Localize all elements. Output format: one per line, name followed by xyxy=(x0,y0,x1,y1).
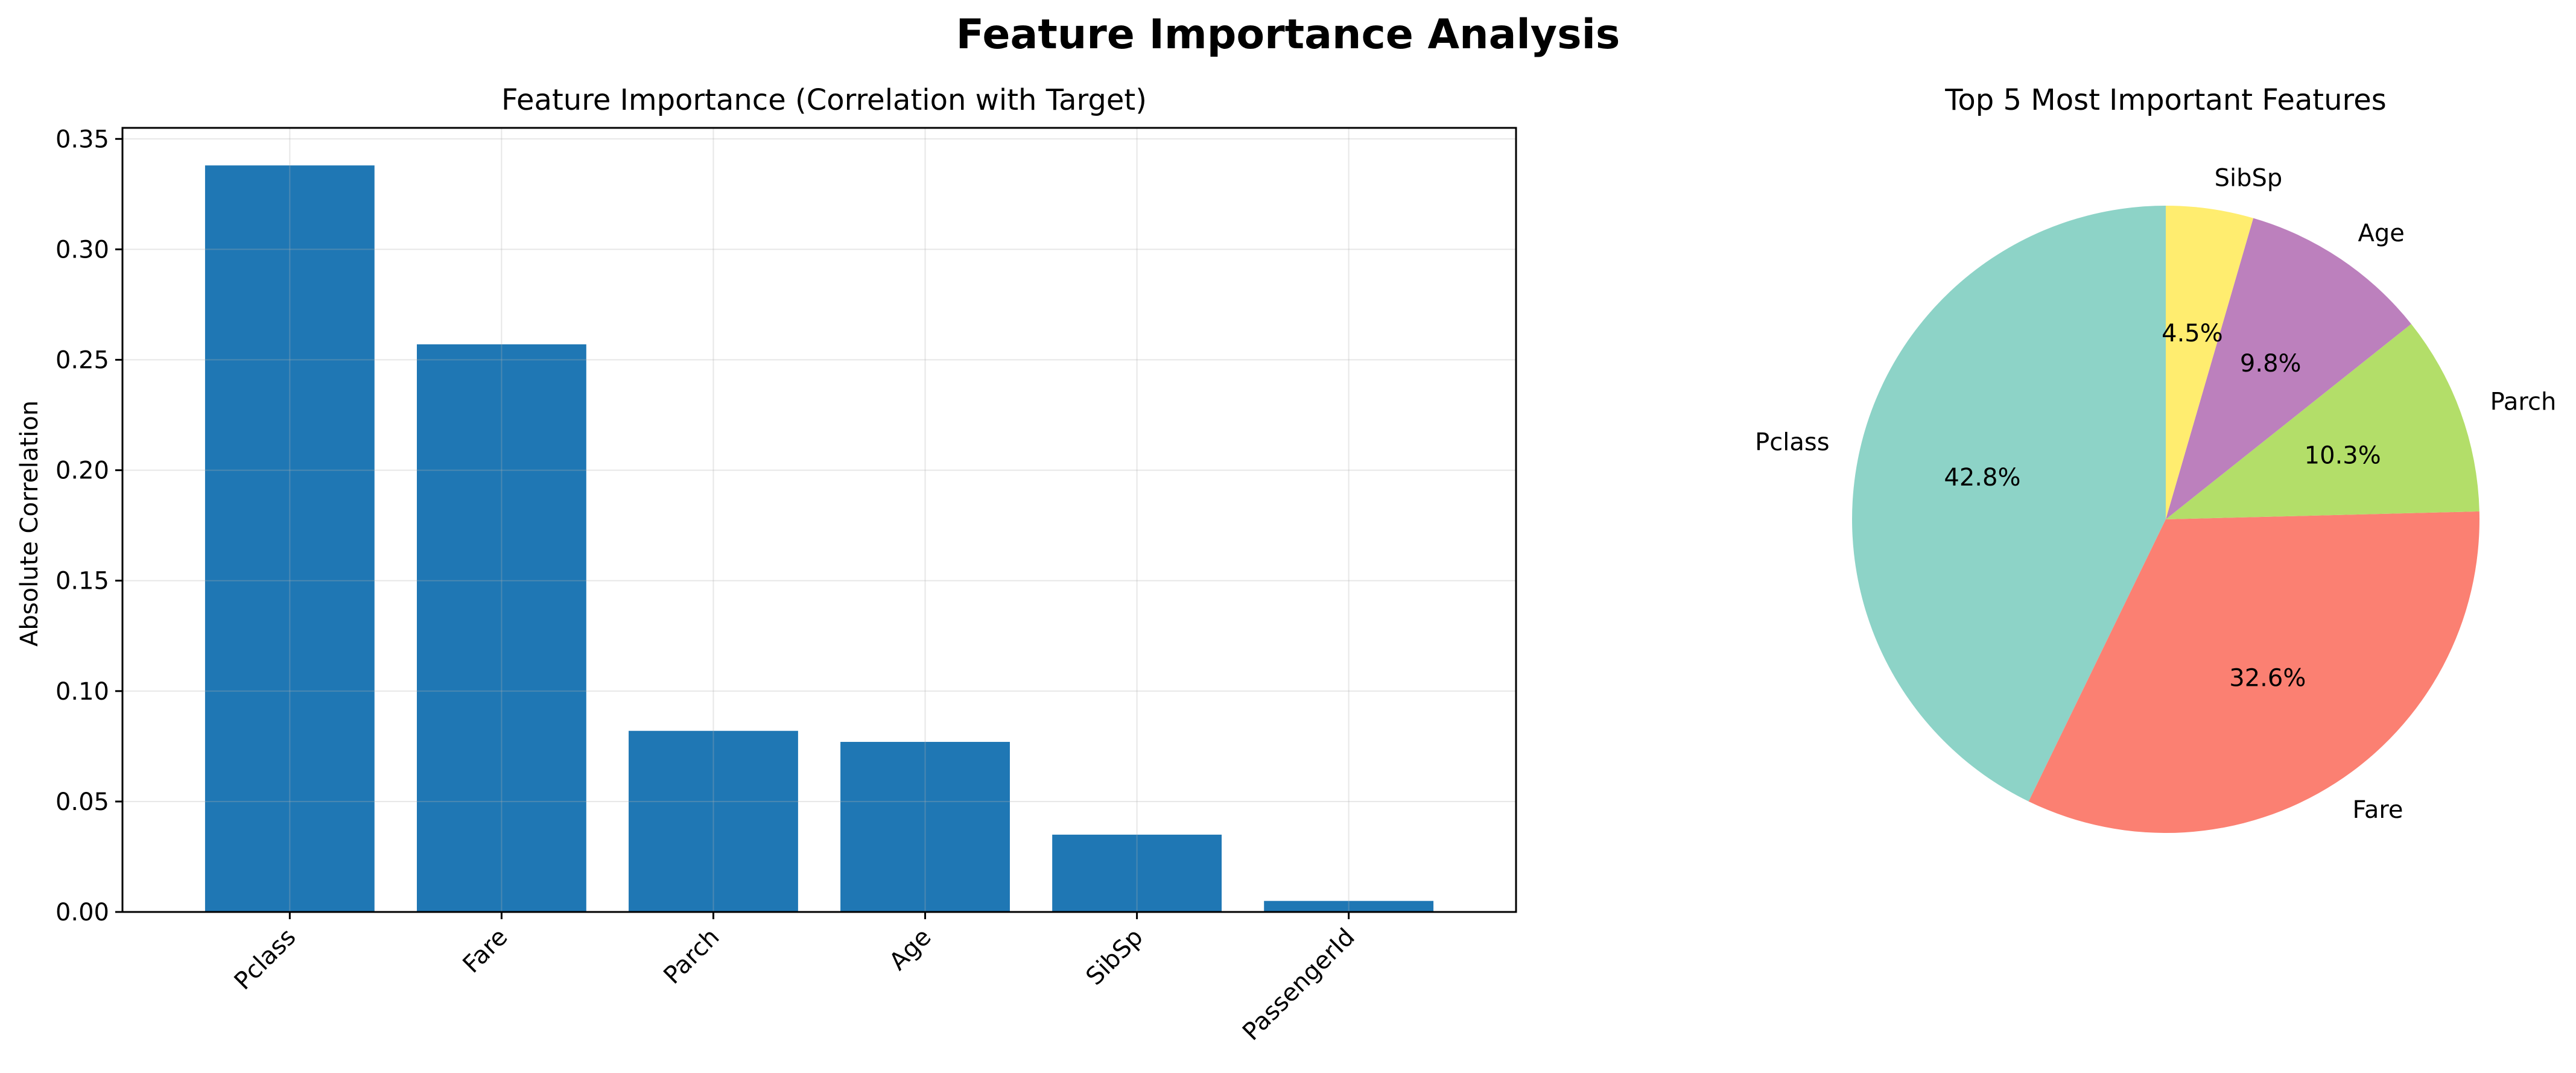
y-tick-label: 0.35 xyxy=(56,125,109,153)
pie-percent-label: 42.8% xyxy=(1944,464,2020,492)
pie-percent-label: 9.8% xyxy=(2240,350,2302,378)
y-axis-ticks: 0.00 0.05 0.10 0.15 0.20 0.25 0.30 0.35 xyxy=(56,125,122,926)
x-tick-label: Age xyxy=(884,923,936,976)
pie-slice-fare xyxy=(2028,511,2479,834)
y-tick-label: 0.20 xyxy=(56,457,109,485)
y-tick-label: 0.10 xyxy=(56,678,109,706)
pie-slice-sibsp xyxy=(2166,206,2254,519)
y-tick-label: 0.00 xyxy=(56,899,109,926)
y-tick-label: 0.25 xyxy=(56,347,109,375)
bar-pclass xyxy=(205,165,375,912)
pie-percent-label: 4.5% xyxy=(2162,320,2223,347)
y-tick-label: 0.15 xyxy=(56,568,109,595)
bars xyxy=(205,165,1434,912)
figure-title: Feature Importance Analysis xyxy=(956,11,1620,59)
bar-chart-title: Feature Importance (Correlation with Tar… xyxy=(501,83,1147,117)
pie-slice-age xyxy=(2166,218,2411,519)
pie-labels: Pclass 42.8% Fare 32.6% Parch 10.3% Age 9.8% Sib… xyxy=(1755,165,2556,824)
y-axis-label: Absolute Correlation xyxy=(16,400,43,647)
x-tick-label: Parch xyxy=(658,923,725,990)
pie-label: Parch xyxy=(2490,388,2557,416)
pie-slices xyxy=(1852,206,2479,834)
pie-chart: Top 5 Most Important Features Pclass 42.8… xyxy=(1755,83,2556,834)
bar-chart: Feature Importance (Correlation with Tar… xyxy=(16,83,1517,1046)
bar-passengerid xyxy=(1264,900,1434,912)
pie-label: Fare xyxy=(2353,796,2403,824)
x-tick-label: PassengerId xyxy=(1237,923,1360,1046)
pie-percent-label: 32.6% xyxy=(2229,664,2306,692)
pie-percent-label: 10.3% xyxy=(2305,442,2381,469)
bar-parch xyxy=(629,730,798,912)
x-tick-label: SibSp xyxy=(1080,923,1148,991)
x-axis-ticks: Pclass Fare Parch Age SibSp PassengerId xyxy=(229,912,1360,1046)
plot-frame xyxy=(121,127,1517,913)
y-tick-label: 0.30 xyxy=(56,236,109,264)
pie-slice-parch xyxy=(2166,324,2479,519)
pie-label: Pclass xyxy=(1755,429,1829,457)
y-tick-label: 0.05 xyxy=(56,788,109,816)
x-tick-label: Pclass xyxy=(229,923,302,996)
bar-fare xyxy=(416,344,586,912)
pie-slice-pclass xyxy=(1852,206,2166,802)
bar-age xyxy=(840,742,1010,912)
bar-sibsp xyxy=(1052,834,1222,912)
pie-label: SibSp xyxy=(2215,165,2283,192)
pie-chart-title: Top 5 Most Important Features xyxy=(1944,83,2387,117)
x-tick-label: Fare xyxy=(458,923,513,979)
pie-label: Age xyxy=(2358,220,2405,247)
